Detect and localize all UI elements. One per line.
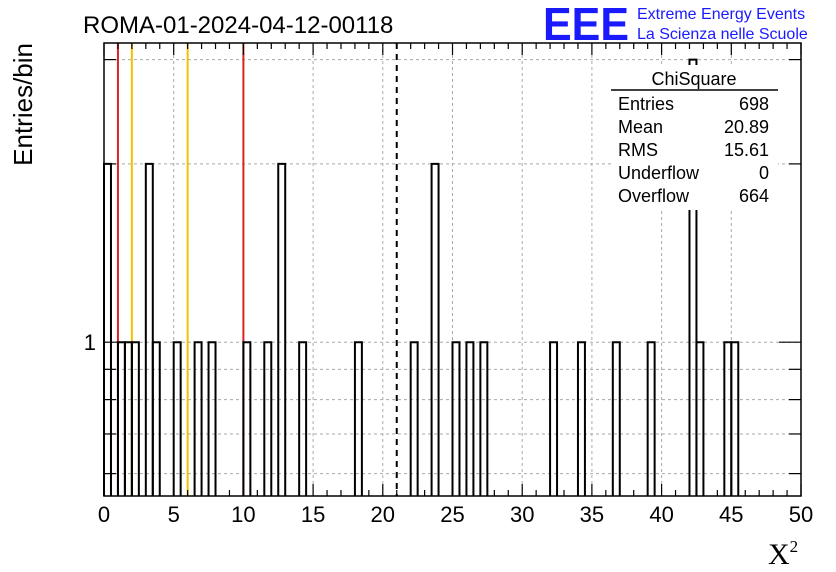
histogram-bin xyxy=(103,162,112,496)
histogram-bin xyxy=(479,341,489,496)
x-tick-label: 10 xyxy=(231,502,255,527)
histogram-bin xyxy=(207,341,217,496)
stats-value-overflow: 664 xyxy=(739,186,769,206)
stats-box-background xyxy=(611,65,778,210)
histogram-bin xyxy=(430,162,440,496)
histogram-bin xyxy=(409,341,419,496)
stats-box: ChiSquare Entries 698 Mean 20.89 RMS 15.… xyxy=(611,65,778,210)
stats-label-underflow: Underflow xyxy=(618,163,700,183)
histogram-bin xyxy=(611,341,621,496)
histogram-bin xyxy=(298,341,308,496)
stats-value-rms: 15.61 xyxy=(724,140,769,160)
y-tick-label: 1 xyxy=(84,330,96,355)
x-tick-label: 30 xyxy=(510,502,534,527)
histogram-bin xyxy=(130,341,140,496)
histogram-bin xyxy=(116,341,126,496)
x-tick-labels: 0 5 10 15 20 25 30 35 40 45 50 xyxy=(98,502,813,527)
eee-logo-line1: Extreme Energy Events xyxy=(637,6,805,23)
histogram-bin xyxy=(549,341,559,496)
histogram-bin xyxy=(151,341,161,496)
eee-logo: EEE Extreme Energy Events La Scienza nel… xyxy=(543,0,808,50)
histogram-bin xyxy=(123,341,133,496)
histogram-bin xyxy=(451,341,461,496)
x-tick-label: 45 xyxy=(719,502,743,527)
y-tick-labels: 1 xyxy=(84,330,96,355)
stats-value-mean: 20.89 xyxy=(724,117,769,137)
stats-value-entries: 698 xyxy=(739,94,769,114)
histogram-bin xyxy=(172,341,182,496)
stats-title: ChiSquare xyxy=(651,69,736,89)
eee-logo-mark: EEE xyxy=(543,0,629,50)
x-tick-label: 40 xyxy=(649,502,673,527)
stats-label-mean: Mean xyxy=(618,117,663,137)
histogram-bin xyxy=(688,58,698,496)
histogram-bin xyxy=(723,341,733,496)
x-tick-label: 20 xyxy=(371,502,395,527)
x-axis-label-superscript: 2 xyxy=(790,537,799,556)
histogram-bin xyxy=(465,341,475,496)
histogram-bin xyxy=(263,341,273,496)
stats-label-entries: Entries xyxy=(618,94,674,114)
stats-label-overflow: Overflow xyxy=(618,186,690,206)
histogram-bin xyxy=(695,341,705,496)
x-tick-label: 5 xyxy=(168,502,180,527)
histogram-bin xyxy=(242,341,252,496)
x-tick-label: 35 xyxy=(580,502,604,527)
histogram-bin xyxy=(646,341,656,496)
histogram-bin xyxy=(277,162,287,496)
histogram-bins xyxy=(103,58,740,496)
eee-logo-line2: La Scienza nelle Scuole xyxy=(637,26,808,43)
x-axis-label: X2 xyxy=(768,537,798,571)
histogram-bin xyxy=(353,341,363,496)
x-tick-label: 15 xyxy=(301,502,325,527)
stats-value-underflow: 0 xyxy=(759,163,769,183)
x-tick-label: 25 xyxy=(440,502,464,527)
histogram-bin xyxy=(144,162,154,496)
x-axis-label-base: X xyxy=(768,538,790,571)
y-axis-label: Entries/bin xyxy=(8,43,38,166)
chart-title: ROMA-01-2024-04-12-00118 xyxy=(83,12,393,39)
histogram-bin xyxy=(193,341,203,496)
axis-ticks xyxy=(103,43,802,496)
histogram-bin xyxy=(730,341,740,496)
x-tick-label: 0 xyxy=(98,502,110,527)
histogram-bin xyxy=(576,341,586,496)
stats-label-rms: RMS xyxy=(618,140,658,160)
x-tick-label: 50 xyxy=(789,502,813,527)
